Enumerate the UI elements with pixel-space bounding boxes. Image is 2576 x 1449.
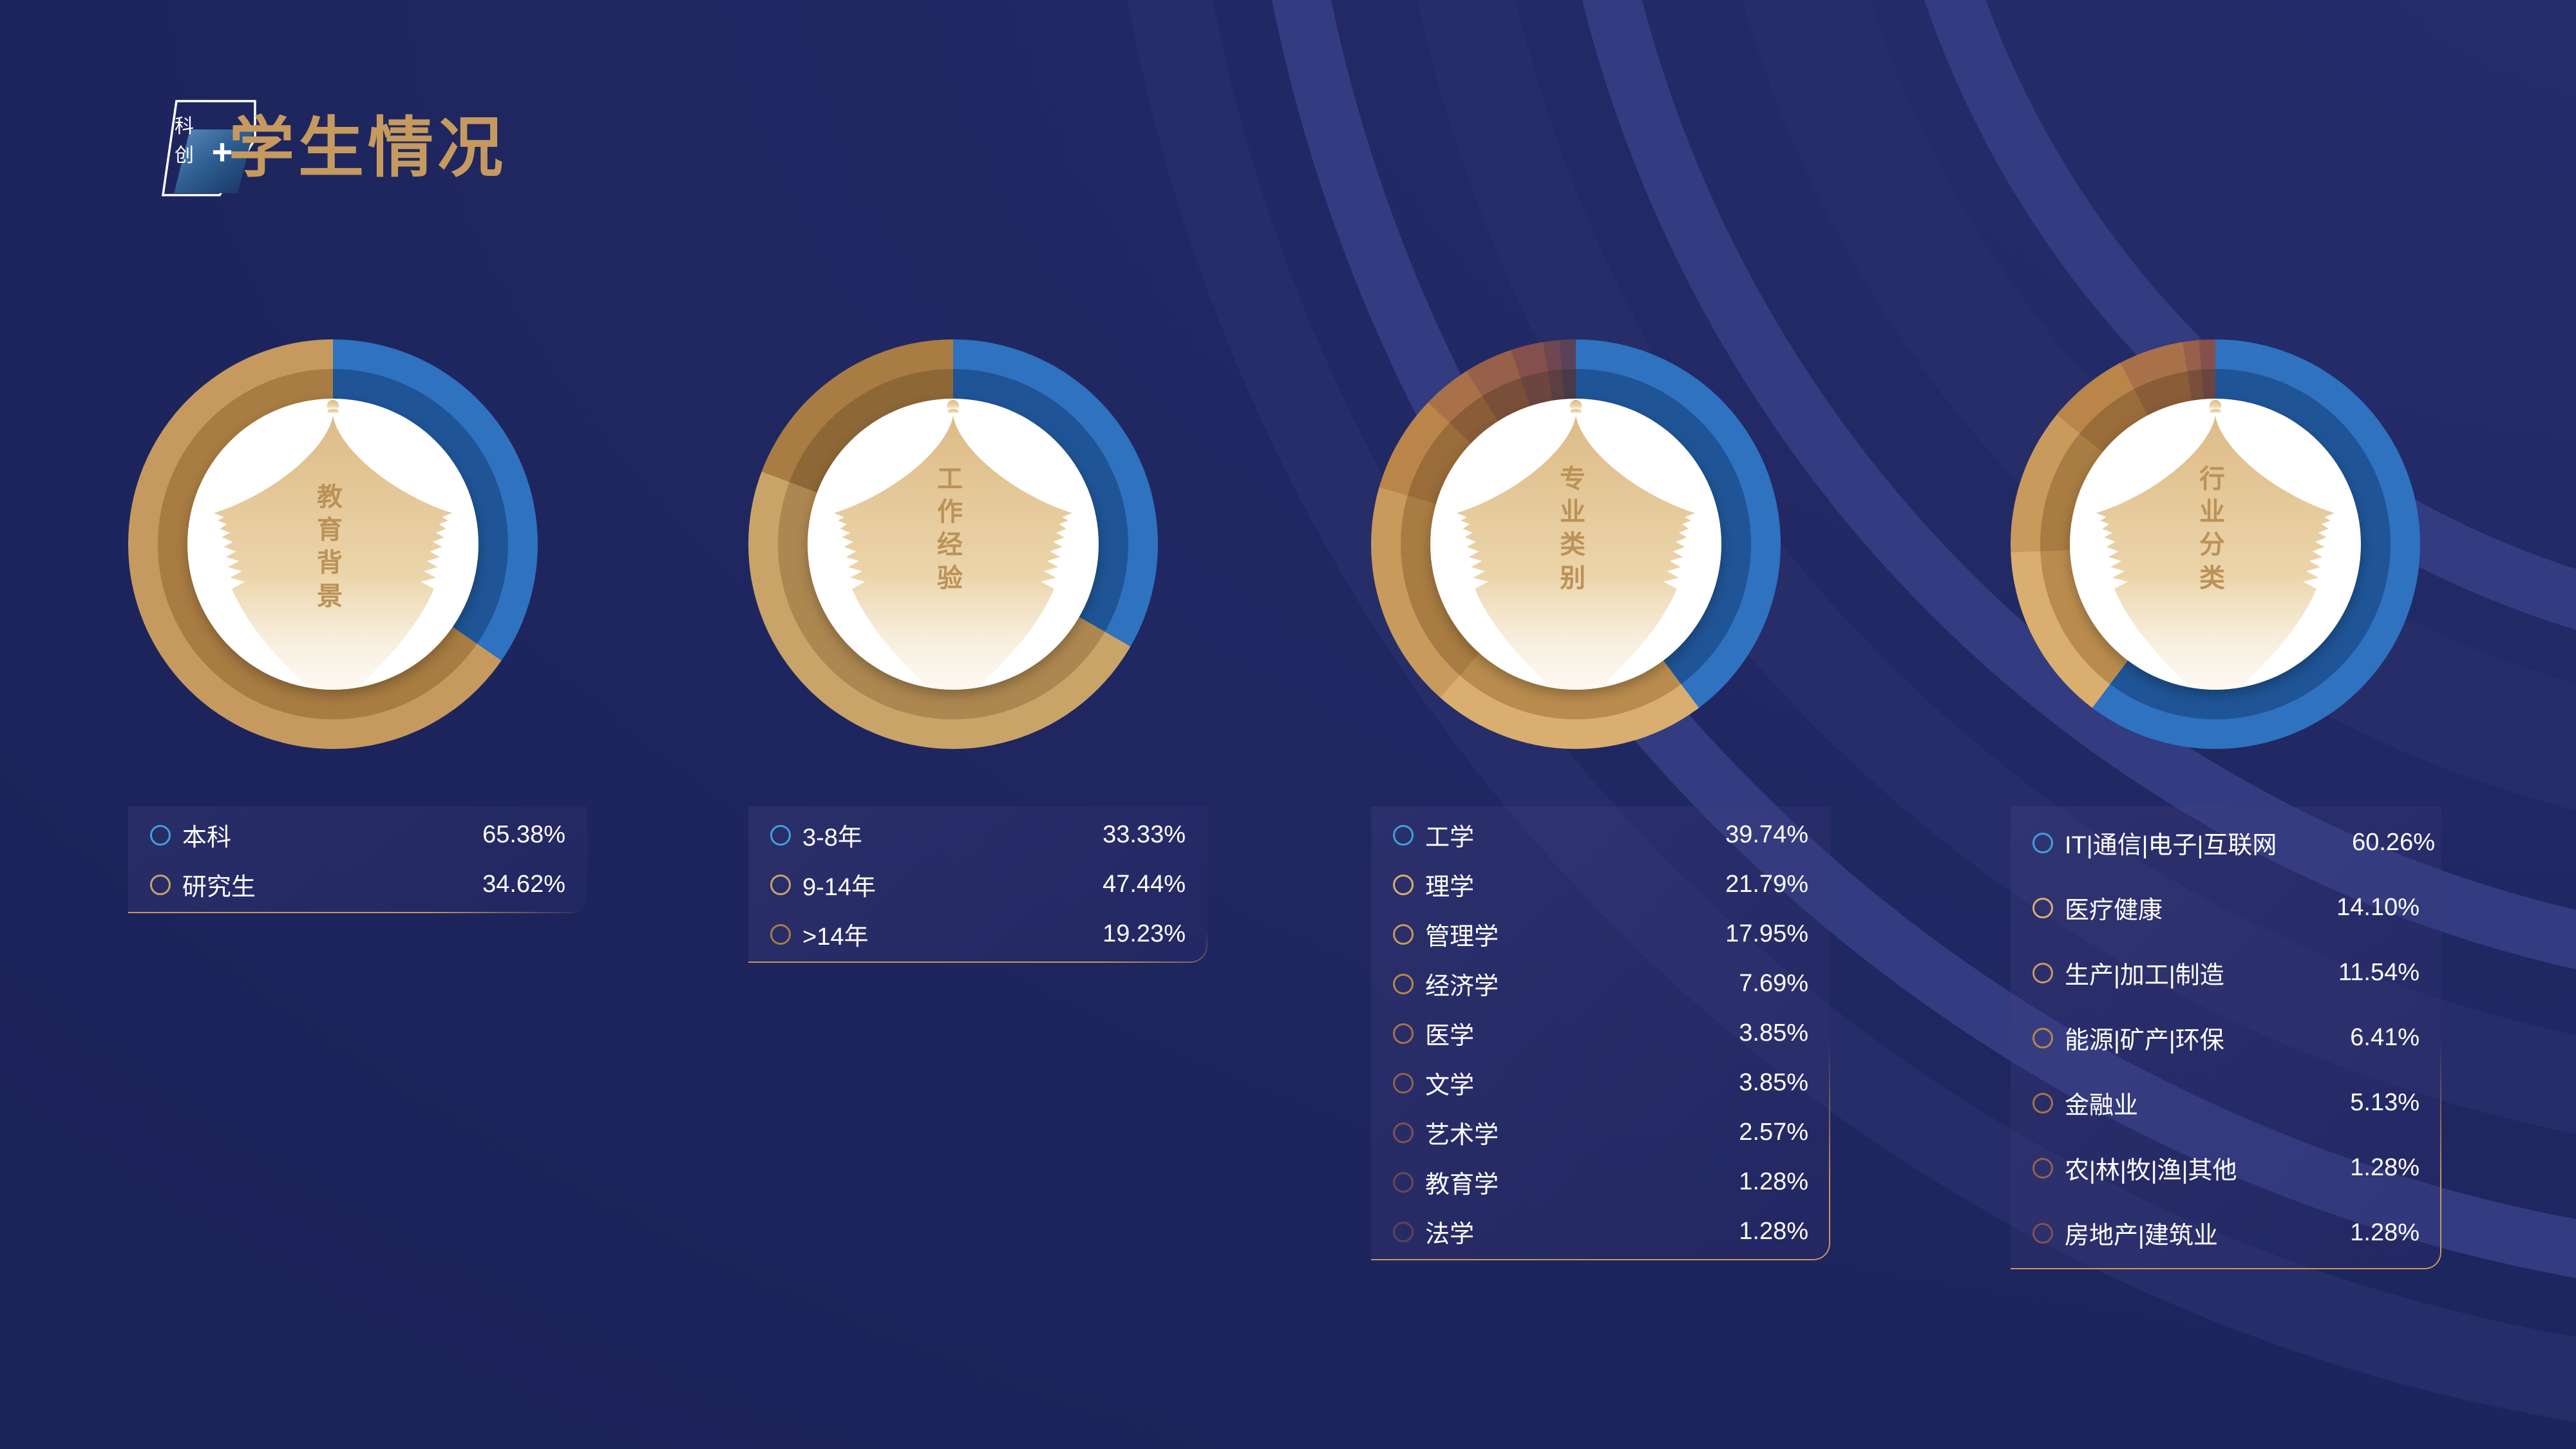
svg-text:创: 创 [175,145,194,166]
svg-text:科: 科 [175,116,194,137]
